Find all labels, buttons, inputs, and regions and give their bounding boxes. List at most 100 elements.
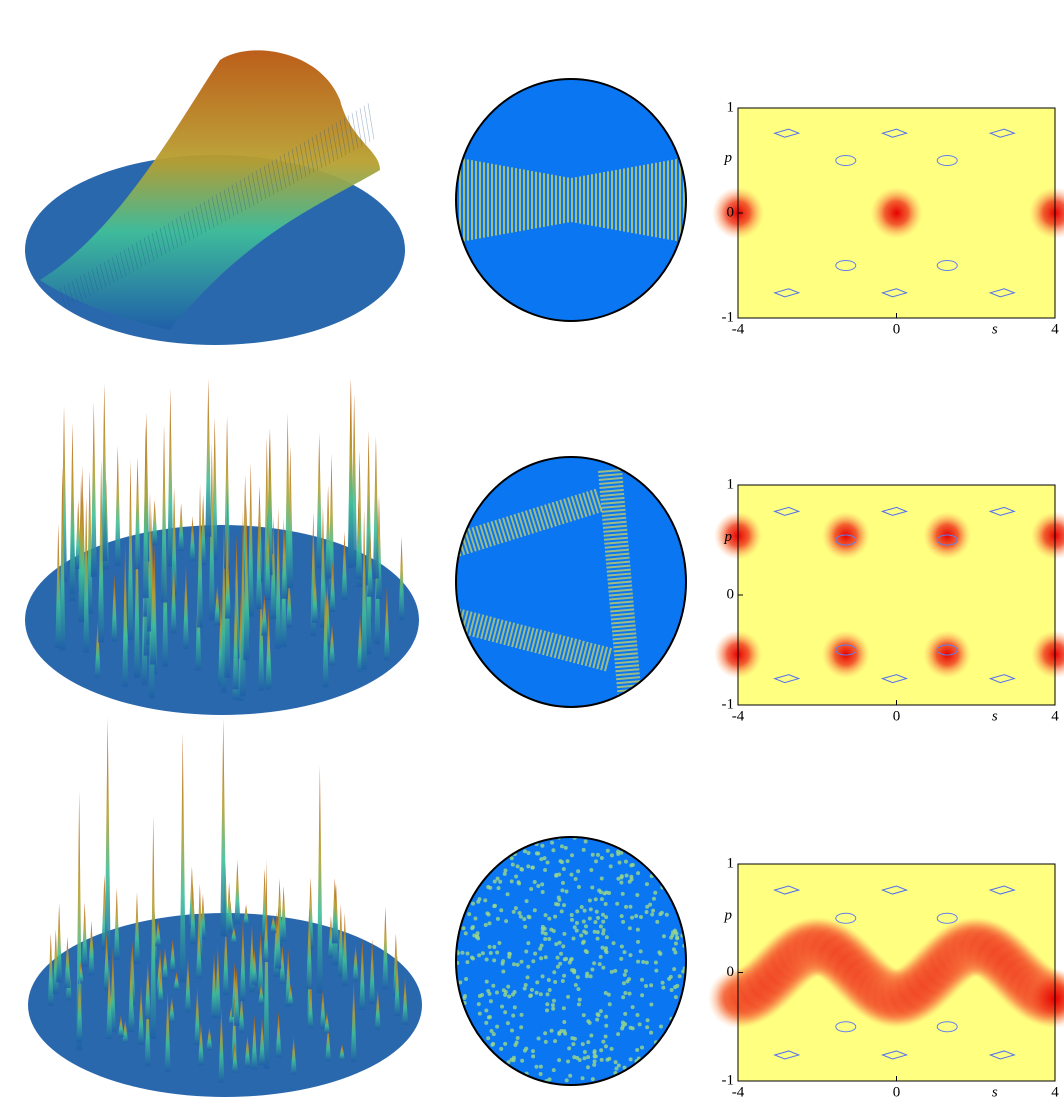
disk-dot [629,1057,633,1061]
disk-dot [575,1056,579,1060]
disk-dot [646,1018,650,1022]
disk-dot [557,1058,561,1062]
disk-dot [586,1040,590,1044]
disk-dot [570,968,574,972]
disk-dot [562,903,566,907]
disk-dot [649,983,653,987]
disk-dot [510,879,514,883]
disk-dot [600,946,604,950]
disk-dot [576,869,580,873]
disk-dot [519,915,523,919]
disk-dot [534,1065,538,1069]
surface-plot [25,50,405,345]
disk-dot [575,929,579,933]
husimi-panel: -404-101sp [712,99,1064,337]
disk-dot [562,974,566,978]
disk-dot [541,974,545,978]
surface-spike [180,732,186,982]
disk-dot [524,1047,528,1051]
disk-dot [533,880,537,884]
disk-dot [525,899,529,903]
disk-dot [503,1042,507,1046]
disk-dot [596,930,600,934]
disk-dot [516,880,520,884]
disk-dot [556,902,560,906]
disk-dot [527,851,531,855]
y-tick-label: -1 [722,696,735,712]
disk-dot [562,1020,566,1024]
disk-dot [471,902,475,906]
disk-dot [572,936,576,940]
surface-plot [25,378,419,715]
disk-dot [599,1009,603,1013]
disk-dot [628,926,632,930]
disk-dot [464,931,468,935]
disk-dot [489,999,493,1003]
x-axis-label: s [992,708,998,724]
disk-dot [562,1006,566,1010]
surface-spike [317,765,323,993]
y-axis-label: p [724,150,733,166]
disk-dot [483,898,487,902]
disk-dot [544,932,548,936]
disk-dot [547,978,551,982]
disk-dot [575,909,579,913]
disk-dot [605,950,609,954]
disk-dot [582,929,586,933]
disk-dot [623,1012,627,1016]
disk-dot [477,1002,481,1006]
disk-dot [582,848,586,852]
disk-dot [488,921,492,925]
y-tick-label: 0 [727,204,735,220]
disk-dot [645,961,649,965]
disk-dot [485,980,489,984]
disk-dot [615,902,619,906]
disk-dot [520,868,524,872]
disk-dot [562,867,566,871]
disk-dot [533,908,537,912]
disk-dot [491,984,495,988]
disk-dot [638,1022,642,1026]
disk-dot [649,1031,653,1035]
disk-dot [610,1047,614,1051]
disk-dot [582,1056,586,1060]
x-tick-label: 0 [893,1084,901,1097]
disk-dot [589,1034,593,1038]
surface-plot [28,717,422,1097]
disk-dot [580,905,584,909]
disk-dot [510,856,514,860]
disk-dot [540,944,544,948]
disk-dot [501,969,505,973]
disk-dot [566,995,570,999]
husimi-background [738,485,1055,705]
disk-dot [486,885,490,889]
disk-dot [570,1036,574,1040]
disk-dot [530,988,534,992]
disk-dot [502,988,506,992]
disk-dot [596,853,600,857]
disk-dot [596,916,600,920]
surface-spike [316,433,322,568]
disk-dot [623,950,627,954]
disk-dot [673,930,677,934]
disk-dot [564,957,568,961]
disk-dot [658,912,662,916]
disk-dot [599,955,603,959]
disk-dot [621,892,625,896]
disk-dot [672,967,676,971]
disk-dot [533,952,537,956]
disk-dot [550,841,554,845]
disk-dot [545,1008,549,1012]
disk-dot [478,1012,482,1016]
disk-dot [544,1040,548,1044]
disk-dot [620,914,624,918]
disk-dot [576,975,580,979]
disk-dot [602,891,606,895]
surface-spike [382,907,388,989]
disk-dot [601,931,605,935]
disk-dot [495,991,499,995]
disk-dot [554,942,558,946]
disk-dot [645,1025,649,1029]
disk-dot [581,1076,585,1080]
disk-dot [465,960,469,964]
